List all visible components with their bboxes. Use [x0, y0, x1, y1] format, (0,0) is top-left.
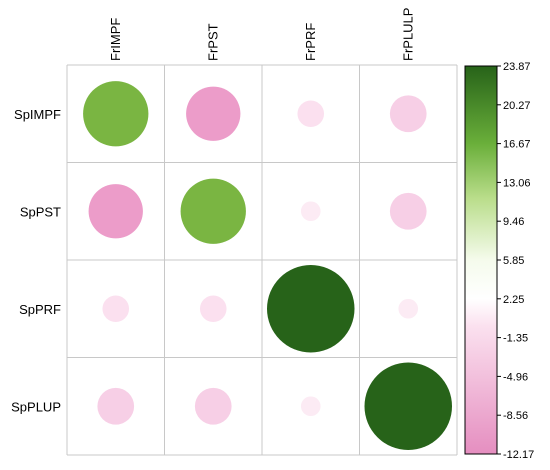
colorbar: 23.87 20.27 16.67 13.06 9.46 5.85 2.25 -1.35 -4.… [464, 61, 534, 461]
column-label: FrPRF [303, 23, 318, 61]
colorbar-tick-label: 20.27 [503, 100, 531, 112]
colorbar-tick-label: 23.87 [503, 61, 531, 73]
colorbar-gradient [464, 65, 498, 455]
colorbar-tick-label: -12.17 [503, 449, 534, 461]
cell-circle-SpPST-FrPLULP [389, 192, 427, 230]
grid [66, 64, 458, 456]
colorbar-tick-label: -8.56 [503, 410, 528, 422]
colorbar-ticks: 23.87 20.27 16.67 13.06 9.46 5.85 2.25 -1.35 -4.… [497, 61, 534, 461]
colorbar-tick-label: 9.46 [503, 216, 524, 228]
cell-circle-SpPLUP-FrPLULP [364, 362, 452, 450]
cell-circle-SpPST-FrPRF [300, 201, 321, 222]
cell-circle-SpPRF-FrPRF [267, 265, 355, 353]
cell-circle-SpPLUP-FrPRF [300, 396, 321, 417]
cell-circle-SpPLUP-FrPST [194, 387, 232, 425]
cell-circle-SpIMPF-FrPLULP [389, 95, 427, 133]
colorbar-tick-label: -4.96 [503, 371, 528, 383]
column-label: FrPLULP [400, 8, 415, 61]
colorbar-tick-label: -1.35 [503, 333, 528, 345]
cell-circle-SpPLUP-FrIMPF [97, 387, 135, 425]
column-label: FrIMPF [108, 18, 123, 61]
cell-circle-SpIMPF-FrIMPF [83, 81, 149, 147]
row-label: SpPLUP [11, 399, 61, 414]
colorbar-tick-label: 2.25 [503, 294, 524, 306]
row-label: SpPST [20, 204, 61, 219]
colorbar-tick-label: 5.85 [503, 255, 524, 267]
cell-circle-SpPRF-FrPST [199, 295, 227, 323]
cell-circle-SpIMPF-FrPRF [297, 100, 325, 128]
cell-circle-SpPST-FrPST [180, 178, 246, 244]
cell-circle-SpPRF-FrIMPF [102, 295, 130, 323]
colorbar-tick-label: 16.67 [503, 139, 531, 151]
column-label: FrPST [205, 23, 220, 61]
colorbar-tick-label: 13.06 [503, 177, 531, 189]
row-label: SpPRF [19, 302, 61, 317]
circles [83, 81, 452, 450]
cell-circle-SpPST-FrIMPF [88, 184, 143, 239]
row-label: SpIMPF [14, 107, 61, 122]
cell-circle-SpIMPF-FrPST [186, 86, 241, 141]
cell-circle-SpPRF-FrPLULP [398, 298, 419, 319]
axis-labels: FrIMPF FrPST FrPRF FrPLULP SpIMPF SpPST SpPRF S… [11, 8, 415, 415]
